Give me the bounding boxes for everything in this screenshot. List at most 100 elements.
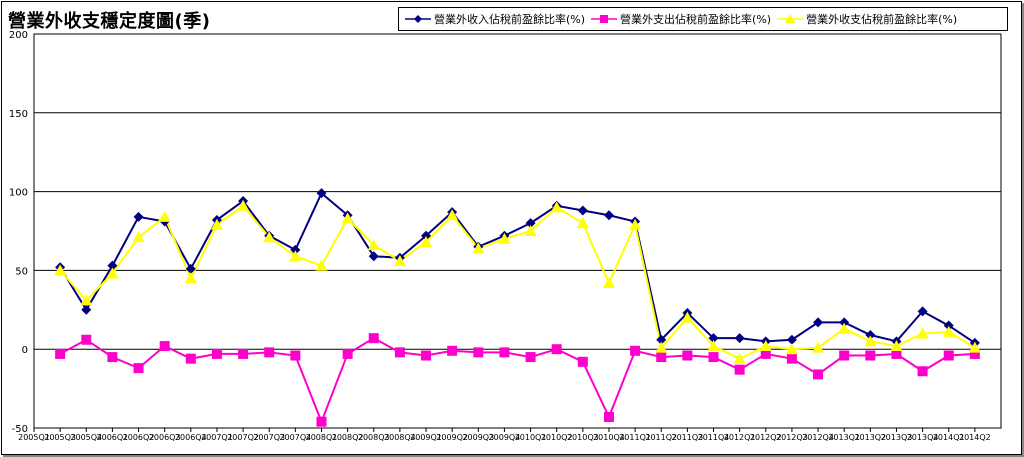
- point-s1-16: [447, 345, 458, 356]
- point-s1-30: [813, 369, 824, 380]
- point-s0-21: [577, 205, 588, 216]
- point-s2-28: [759, 340, 772, 352]
- point-s2-3: [106, 267, 119, 279]
- point-s2-32: [864, 335, 877, 347]
- point-s2-25: [681, 311, 694, 323]
- point-s2-23: [629, 218, 642, 230]
- point-s1-25: [682, 350, 693, 361]
- point-s0-32: [865, 330, 876, 341]
- point-s2-24: [655, 341, 668, 353]
- point-s2-6: [184, 272, 197, 284]
- point-s1-12: [342, 348, 353, 359]
- point-s2-21: [576, 217, 589, 229]
- point-s1-9: [264, 347, 275, 358]
- point-s1-23: [630, 345, 641, 356]
- x-tick-label-19: 2010Q1: [515, 433, 547, 442]
- point-s0-31: [839, 317, 850, 328]
- point-s0-30: [813, 317, 824, 328]
- point-s1-10: [290, 350, 301, 361]
- x-tick-label-36: 2014Q2: [959, 433, 991, 442]
- x-tick-label-0: 2005Q1: [18, 433, 50, 442]
- point-s2-8: [237, 199, 250, 211]
- y-tick-label-3: 100: [9, 188, 28, 199]
- legend-label-income: 營業外收入佔稅前盈餘比率(%): [434, 13, 586, 26]
- point-s0-3: [107, 260, 118, 271]
- point-s2-15: [420, 236, 433, 248]
- point-s1-20: [551, 344, 562, 355]
- x-tick-label-14: 2008Q4: [384, 433, 416, 442]
- x-tick-label-30: 2012Q4: [802, 433, 834, 442]
- x-tick-label-29: 2012Q3: [776, 433, 808, 442]
- point-s0-29: [786, 334, 797, 345]
- point-s0-13: [368, 251, 379, 262]
- x-tick-label-28: 2012Q2: [750, 433, 782, 442]
- point-s2-30: [812, 341, 825, 353]
- point-s0-34: [917, 306, 928, 317]
- legend-item-expense: 營業外支出佔稅前盈餘比率(%): [591, 11, 771, 27]
- y-tick-label-2: 50: [15, 266, 28, 277]
- point-s1-28: [760, 348, 771, 359]
- x-tick-label-26: 2011Q4: [698, 433, 730, 442]
- point-s2-18: [498, 232, 511, 244]
- point-s1-36: [969, 348, 980, 359]
- point-s1-8: [238, 348, 249, 359]
- point-s0-24: [656, 334, 667, 345]
- x-tick-label-10: 2007Q4: [279, 433, 311, 442]
- point-s2-7: [210, 218, 223, 230]
- point-s2-26: [707, 340, 720, 352]
- point-s2-9: [263, 231, 276, 243]
- x-tick-label-3: 2006Q1: [97, 433, 129, 442]
- y-tick-label-5: 200: [9, 30, 28, 41]
- point-s2-5: [158, 210, 171, 222]
- x-tick-label-24: 2011Q2: [645, 433, 677, 442]
- point-s1-32: [865, 350, 876, 361]
- point-s1-29: [786, 353, 797, 364]
- point-s2-27: [733, 352, 746, 364]
- x-tick-label-25: 2011Q3: [672, 433, 704, 442]
- point-s2-13: [367, 239, 380, 251]
- legend-item-net: 營業外收支佔稅前盈餘比率(%): [777, 11, 957, 27]
- y-tick-label-4: 150: [9, 109, 28, 120]
- point-s1-1: [55, 348, 66, 359]
- point-s2-12: [341, 212, 354, 224]
- point-s1-2: [81, 334, 92, 345]
- point-s1-11: [316, 416, 327, 427]
- point-s1-14: [394, 347, 405, 358]
- point-s0-15: [421, 230, 432, 241]
- series-line-1: [59, 337, 975, 425]
- chart-legend: 營業外收入佔稅前盈餘比率(%) 營業外支出佔稅前盈餘比率(%) 營業外收支佔稅前…: [398, 7, 1008, 31]
- point-s0-11: [316, 188, 327, 199]
- x-tick-label-31: 2013Q1: [828, 433, 860, 442]
- x-tick-label-11: 2008Q1: [306, 433, 338, 442]
- point-s1-6: [185, 353, 196, 364]
- point-s1-33: [891, 348, 902, 359]
- y-tick-label-1: 0: [22, 345, 28, 356]
- legend-swatch-net: [777, 14, 804, 23]
- x-tick-label-20: 2010Q2: [541, 433, 573, 442]
- point-s2-36: [968, 341, 981, 353]
- point-s2-16: [446, 209, 459, 221]
- legend-label-net: 營業外收支佔稅前盈餘比率(%): [806, 13, 958, 26]
- point-s0-6: [185, 263, 196, 274]
- point-s1-35: [943, 350, 954, 361]
- point-s2-35: [942, 325, 955, 337]
- point-s2-34: [916, 327, 929, 339]
- point-s0-4: [133, 211, 144, 222]
- point-s2-19: [524, 225, 537, 236]
- series-line-2: [59, 204, 976, 360]
- point-s0-2: [81, 304, 92, 315]
- x-tick-label-4: 2006Q2: [123, 433, 155, 442]
- point-s2-29: [785, 343, 798, 355]
- point-s1-26: [708, 352, 719, 363]
- point-s2-33: [890, 340, 903, 352]
- x-tick-label-27: 2012Q1: [724, 433, 756, 442]
- y-tick-label-0: -50: [12, 424, 28, 435]
- point-s1-7: [211, 348, 222, 359]
- x-tick-label-34: 2013Q4: [907, 433, 939, 442]
- point-s1-15: [421, 350, 432, 361]
- point-s1-4: [133, 363, 144, 374]
- point-s2-17: [472, 242, 485, 254]
- point-s1-27: [734, 364, 745, 375]
